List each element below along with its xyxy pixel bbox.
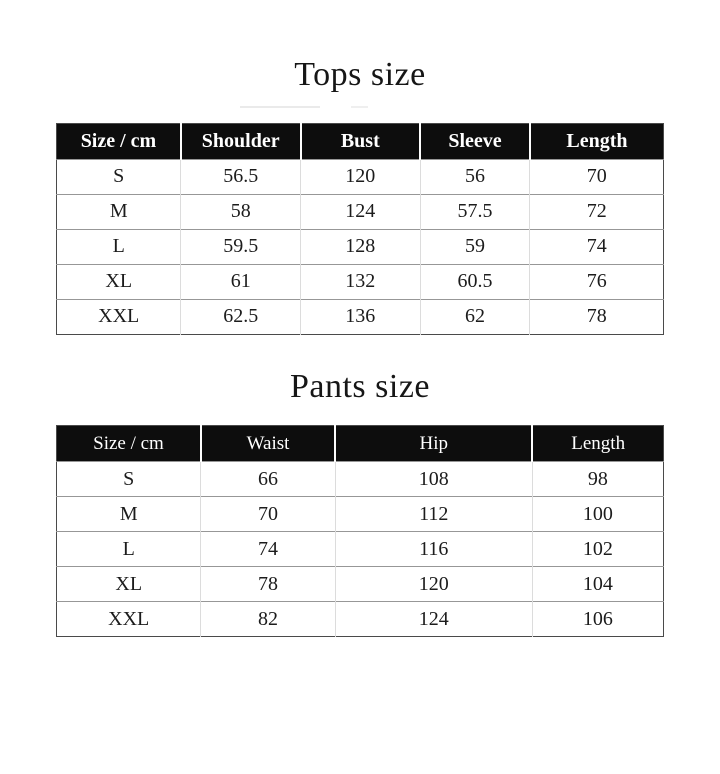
size-label-cell: M bbox=[56, 193, 181, 229]
table-row: XXL 62.5 136 62 78 bbox=[56, 298, 664, 334]
value-cell: 60.5 bbox=[419, 263, 530, 299]
size-label-cell: XL bbox=[56, 263, 181, 299]
value-cell: 136 bbox=[300, 298, 421, 334]
value-cell: 102 bbox=[531, 531, 664, 567]
tops-size-table: Size / cm Shoulder Bust Sleeve Length S … bbox=[56, 122, 664, 335]
value-cell: 104 bbox=[531, 566, 664, 602]
value-cell: 124 bbox=[300, 193, 421, 229]
pants-col-size: Size / cm bbox=[56, 425, 201, 462]
tops-col-size: Size / cm bbox=[56, 123, 181, 159]
value-cell: 59 bbox=[419, 228, 530, 264]
value-cell: 78 bbox=[529, 298, 664, 334]
table-row: XXL 82 124 106 bbox=[56, 601, 664, 637]
table-row: M 70 112 100 bbox=[56, 496, 664, 532]
value-cell: 70 bbox=[529, 158, 664, 194]
pants-header-row: Size / cm Waist Hip Length bbox=[56, 425, 664, 462]
value-cell: 58 bbox=[180, 193, 301, 229]
value-cell: 82 bbox=[200, 601, 336, 637]
size-label-cell: L bbox=[56, 228, 181, 264]
table-row: XL 61 132 60.5 76 bbox=[56, 263, 664, 299]
size-label-cell: L bbox=[56, 531, 201, 567]
table-row: XL 78 120 104 bbox=[56, 566, 664, 602]
table-row: S 56.5 120 56 70 bbox=[56, 158, 664, 194]
table-row: L 59.5 128 59 74 bbox=[56, 228, 664, 264]
value-cell: 106 bbox=[531, 601, 664, 637]
size-chart-page: Tops size Size / cm Shoulder Bust Sleeve… bbox=[0, 54, 720, 637]
value-cell: 70 bbox=[200, 496, 336, 532]
value-cell: 120 bbox=[300, 158, 421, 194]
value-cell: 59.5 bbox=[180, 228, 301, 264]
size-label-cell: XXL bbox=[56, 298, 181, 334]
tops-size-title: Tops size bbox=[294, 56, 426, 93]
table-row: S 66 108 98 bbox=[56, 461, 664, 497]
tops-header-row: Size / cm Shoulder Bust Sleeve Length bbox=[56, 123, 664, 159]
value-cell: 128 bbox=[300, 228, 421, 264]
pants-col-length: Length bbox=[531, 425, 664, 462]
value-cell: 74 bbox=[200, 531, 336, 567]
value-cell: 98 bbox=[531, 461, 664, 497]
tops-col-bust: Bust bbox=[299, 123, 421, 159]
size-label-cell: S bbox=[56, 158, 181, 194]
value-cell: 112 bbox=[334, 496, 533, 532]
value-cell: 61 bbox=[180, 263, 301, 299]
value-cell: 116 bbox=[334, 531, 533, 567]
tops-col-sleeve: Sleeve bbox=[419, 123, 530, 159]
pants-col-waist: Waist bbox=[199, 425, 336, 462]
value-cell: 62 bbox=[419, 298, 530, 334]
pants-size-title: Pants size bbox=[289, 367, 431, 405]
value-cell: 132 bbox=[300, 263, 421, 299]
value-cell: 66 bbox=[200, 461, 336, 497]
tops-col-length: Length bbox=[528, 123, 664, 159]
value-cell: 56 bbox=[419, 158, 530, 194]
size-label-cell: S bbox=[56, 461, 201, 497]
size-label-cell: M bbox=[56, 496, 201, 532]
value-cell: 76 bbox=[529, 263, 664, 299]
watermark-artifact bbox=[351, 106, 368, 108]
value-cell: 57.5 bbox=[419, 193, 530, 229]
value-cell: 108 bbox=[334, 461, 533, 497]
size-label-cell: XXL bbox=[56, 601, 201, 637]
value-cell: 56.5 bbox=[180, 158, 301, 194]
value-cell: 78 bbox=[200, 566, 336, 602]
value-cell: 100 bbox=[531, 496, 664, 532]
value-cell: 74 bbox=[529, 228, 664, 264]
size-label-cell: XL bbox=[56, 566, 201, 602]
table-row: L 74 116 102 bbox=[56, 531, 664, 567]
table-row: M 58 124 57.5 72 bbox=[56, 193, 664, 229]
value-cell: 124 bbox=[334, 601, 533, 637]
value-cell: 62.5 bbox=[180, 298, 301, 334]
watermark-artifact bbox=[240, 106, 320, 108]
value-cell: 120 bbox=[334, 566, 533, 602]
pants-size-table: Size / cm Waist Hip Length S 66 108 98 M… bbox=[56, 425, 664, 637]
pants-col-hip: Hip bbox=[334, 425, 533, 462]
tops-col-shoulder: Shoulder bbox=[179, 123, 301, 159]
value-cell: 72 bbox=[529, 193, 664, 229]
